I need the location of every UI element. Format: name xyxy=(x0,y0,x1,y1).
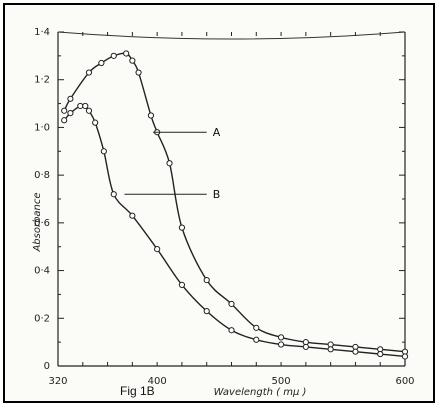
data-point-A xyxy=(129,57,136,64)
x-axis-title: Wavelength ( mμ ) xyxy=(214,387,307,398)
data-point-A xyxy=(147,112,155,119)
y-tick-label: 1·0 xyxy=(34,122,50,133)
data-point-B xyxy=(85,107,93,114)
data-point-B xyxy=(100,148,107,155)
y-tick-label: 1·2 xyxy=(34,75,50,86)
y-tick-label: 0·2 xyxy=(34,313,50,324)
data-point-B xyxy=(154,246,161,253)
data-point-B xyxy=(67,110,74,117)
data-point-A xyxy=(85,69,93,76)
data-point-A xyxy=(67,95,74,102)
data-point-A xyxy=(123,50,130,57)
series-line-A xyxy=(63,52,406,353)
data-point-B xyxy=(228,327,235,334)
data-point-A xyxy=(61,107,68,114)
data-point-B xyxy=(327,346,334,353)
data-point-B xyxy=(82,102,89,110)
series-lines xyxy=(63,52,406,358)
x-tick-label: 600 xyxy=(395,376,414,387)
y-tick-label: 0·6 xyxy=(34,218,50,229)
data-point-B xyxy=(129,212,136,219)
y-tick-label: 1·4 xyxy=(34,27,50,38)
ticks: 320 400 500 600 0 0·2 0·4 0·6 0·8 1·0 1·2 1·4 xyxy=(34,27,414,387)
top-border-line xyxy=(57,31,406,40)
figure-caption: Fig 1B xyxy=(120,384,155,398)
labels: Absorbance Wavelength ( mμ ) Fig 1B A B xyxy=(32,126,306,398)
data-point-B xyxy=(203,308,210,315)
data-point-A xyxy=(135,69,142,76)
data-point-B xyxy=(352,348,359,355)
data-point-B xyxy=(302,343,309,351)
data-point-A xyxy=(228,300,235,308)
y-axis-title: Absorbance xyxy=(32,192,43,252)
data-point-B xyxy=(178,281,186,288)
data-point-A xyxy=(203,277,210,284)
data-point-B xyxy=(401,353,409,360)
series-label-A: A xyxy=(213,126,221,139)
data-point-A xyxy=(166,160,173,167)
data-point-A xyxy=(277,334,285,341)
series-line-B xyxy=(63,104,406,358)
data-point-B xyxy=(377,350,384,358)
data-point-B xyxy=(92,119,99,126)
series-points xyxy=(61,50,409,360)
data-point-A xyxy=(253,324,260,331)
data-point-B xyxy=(110,191,117,198)
figure-frame xyxy=(3,3,435,403)
y-tick-label: 0·8 xyxy=(34,170,50,181)
y-tick-label: 0·4 xyxy=(34,266,50,277)
axes xyxy=(57,31,406,367)
x-tick-label: 500 xyxy=(272,376,291,387)
y-tick-label: 0 xyxy=(44,361,50,372)
data-point-A xyxy=(110,52,117,59)
x-tick-label: 320 xyxy=(48,376,67,387)
data-point-A xyxy=(98,59,105,67)
data-point-A xyxy=(178,224,186,231)
x-tick-label: 400 xyxy=(148,376,167,387)
series-label-B: B xyxy=(213,188,221,201)
data-point-B xyxy=(77,102,84,110)
data-point-B xyxy=(277,341,285,348)
data-point-B xyxy=(61,117,68,124)
data-point-B xyxy=(253,336,260,343)
